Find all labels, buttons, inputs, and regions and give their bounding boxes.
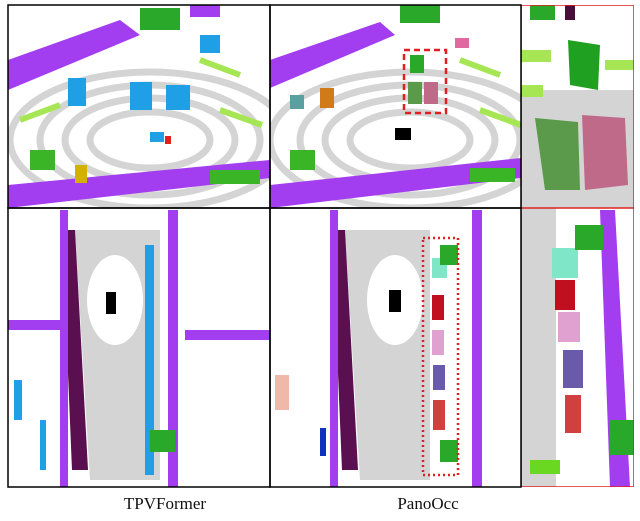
panel-zoom-top bbox=[521, 5, 634, 208]
panel-pano-bottom bbox=[270, 208, 521, 487]
page: {"captions": {"left": "TPVFormer", "righ… bbox=[0, 0, 640, 521]
caption-panoocc: PanoOcc bbox=[397, 494, 459, 513]
panel-pano-top bbox=[270, 5, 550, 208]
panel-tpv-bottom bbox=[8, 208, 270, 487]
panel-zoom-bottom bbox=[521, 208, 634, 487]
panel-tpv-top bbox=[8, 5, 290, 208]
figure: TPVFormer PanoOcc bbox=[0, 0, 640, 516]
caption-tpvformer: TPVFormer bbox=[124, 494, 207, 513]
